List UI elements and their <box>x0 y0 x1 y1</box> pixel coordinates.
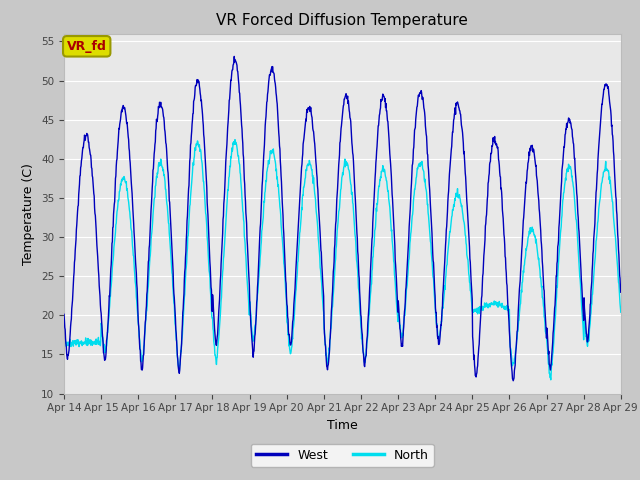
Legend: West, North: West, North <box>251 444 434 467</box>
Y-axis label: Temperature (C): Temperature (C) <box>22 163 35 264</box>
Title: VR Forced Diffusion Temperature: VR Forced Diffusion Temperature <box>216 13 468 28</box>
X-axis label: Time: Time <box>327 419 358 432</box>
Text: VR_fd: VR_fd <box>67 40 107 53</box>
